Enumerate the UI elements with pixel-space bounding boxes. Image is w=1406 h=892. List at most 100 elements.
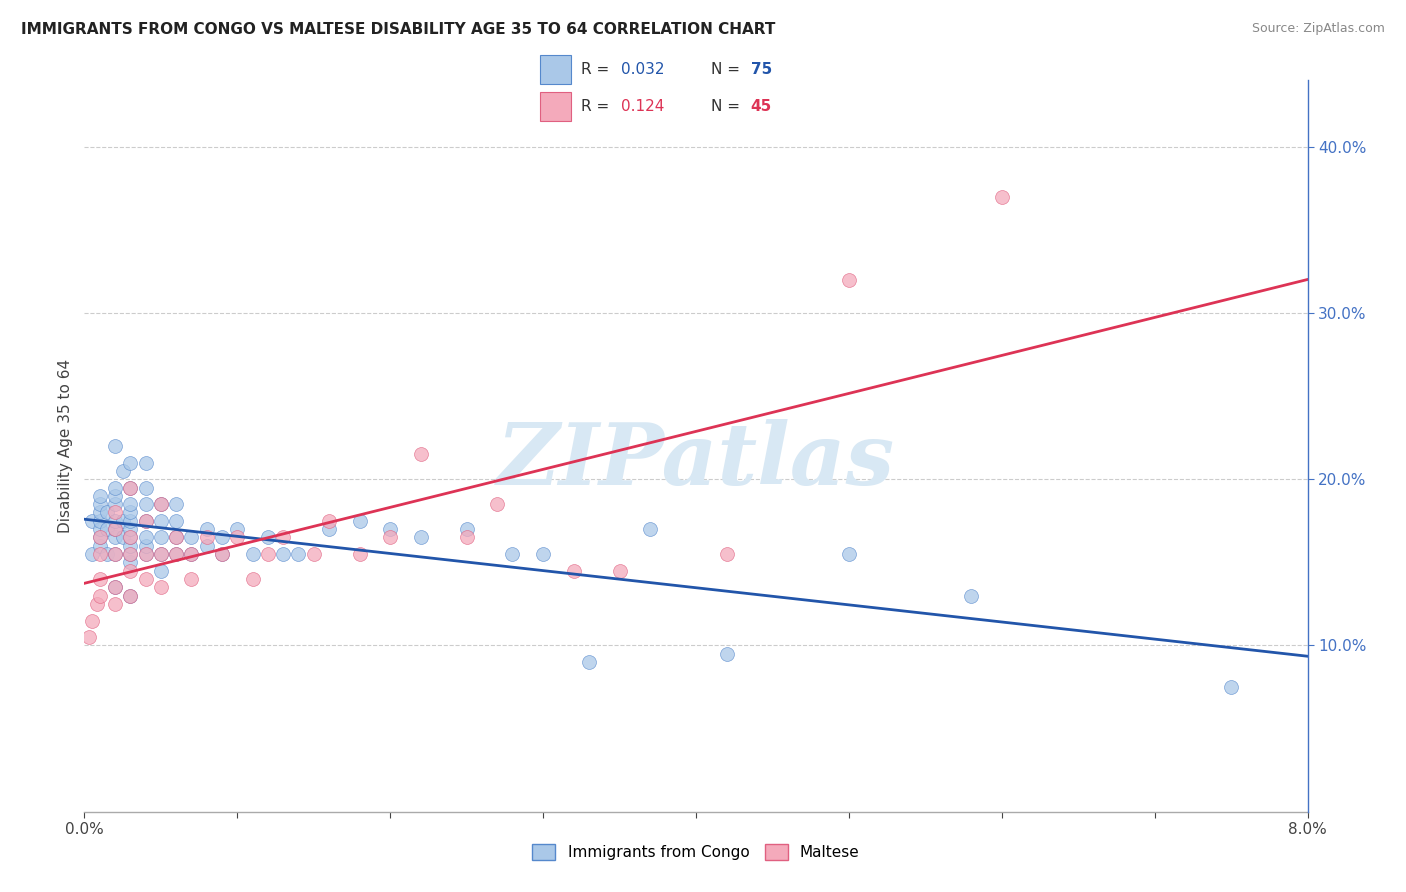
- Point: [104, 580, 127, 594]
- Point: [89, 514, 111, 528]
- Point: [86, 597, 108, 611]
- Point: [111, 530, 134, 544]
- Point: [165, 530, 187, 544]
- Point: [486, 497, 509, 511]
- Point: [96, 522, 118, 536]
- Point: [80, 514, 103, 528]
- Point: [380, 522, 402, 536]
- Point: [135, 514, 157, 528]
- Point: [89, 530, 111, 544]
- Point: [562, 564, 585, 578]
- Point: [242, 572, 264, 586]
- Point: [165, 547, 187, 561]
- Point: [96, 506, 118, 520]
- Point: [502, 547, 524, 561]
- Point: [409, 447, 432, 461]
- Text: R =: R =: [581, 99, 614, 114]
- Point: [120, 481, 142, 495]
- Point: [149, 514, 172, 528]
- Point: [149, 547, 172, 561]
- Point: [104, 522, 127, 536]
- Point: [89, 547, 111, 561]
- Text: N =: N =: [710, 99, 744, 114]
- Point: [104, 514, 127, 528]
- Point: [180, 572, 202, 586]
- Point: [135, 530, 157, 544]
- Point: [104, 530, 127, 544]
- Point: [302, 547, 325, 561]
- Point: [638, 522, 661, 536]
- Point: [838, 273, 860, 287]
- Point: [120, 589, 142, 603]
- Point: [104, 481, 127, 495]
- Point: [991, 189, 1014, 203]
- Point: [111, 464, 134, 478]
- Point: [195, 539, 218, 553]
- Point: [120, 589, 142, 603]
- Point: [257, 530, 280, 544]
- Point: [104, 522, 127, 536]
- Point: [531, 547, 554, 561]
- Point: [120, 547, 142, 561]
- Point: [80, 547, 103, 561]
- Point: [135, 572, 157, 586]
- Point: [960, 589, 983, 603]
- Point: [120, 547, 142, 561]
- Point: [578, 655, 600, 669]
- Point: [211, 530, 233, 544]
- Point: [165, 514, 187, 528]
- Point: [120, 530, 142, 544]
- Point: [149, 547, 172, 561]
- Point: [409, 530, 432, 544]
- Point: [349, 547, 371, 561]
- Point: [456, 530, 478, 544]
- Point: [380, 530, 402, 544]
- Point: [242, 547, 264, 561]
- Point: [165, 530, 187, 544]
- Point: [165, 497, 187, 511]
- Point: [120, 522, 142, 536]
- Point: [104, 497, 127, 511]
- Text: 0.124: 0.124: [621, 99, 664, 114]
- Point: [135, 547, 157, 561]
- Point: [1220, 680, 1243, 694]
- Text: 0.032: 0.032: [621, 62, 665, 77]
- Point: [318, 522, 340, 536]
- Point: [104, 547, 127, 561]
- Point: [120, 539, 142, 553]
- Text: 75: 75: [751, 62, 772, 77]
- Bar: [540, 92, 571, 121]
- Point: [135, 497, 157, 511]
- Point: [195, 530, 218, 544]
- Point: [120, 555, 142, 569]
- Point: [104, 597, 127, 611]
- Point: [120, 514, 142, 528]
- Point: [96, 547, 118, 561]
- Point: [287, 547, 309, 561]
- Point: [89, 489, 111, 503]
- Point: [318, 514, 340, 528]
- Point: [149, 564, 172, 578]
- Point: [120, 456, 142, 470]
- Point: [89, 572, 111, 586]
- Point: [135, 514, 157, 528]
- Point: [226, 530, 249, 544]
- Point: [104, 547, 127, 561]
- Point: [89, 589, 111, 603]
- Text: Source: ZipAtlas.com: Source: ZipAtlas.com: [1251, 22, 1385, 36]
- Text: R =: R =: [581, 62, 614, 77]
- Point: [104, 439, 127, 453]
- Point: [257, 547, 280, 561]
- Point: [180, 530, 202, 544]
- Point: [89, 497, 111, 511]
- Point: [149, 530, 172, 544]
- Text: ZIPatlas: ZIPatlas: [496, 419, 896, 502]
- Point: [135, 547, 157, 561]
- Point: [149, 497, 172, 511]
- Point: [716, 547, 738, 561]
- Bar: [540, 54, 571, 84]
- Point: [120, 530, 142, 544]
- Point: [120, 506, 142, 520]
- Text: IMMIGRANTS FROM CONGO VS MALTESE DISABILITY AGE 35 TO 64 CORRELATION CHART: IMMIGRANTS FROM CONGO VS MALTESE DISABIL…: [21, 22, 776, 37]
- Point: [89, 506, 111, 520]
